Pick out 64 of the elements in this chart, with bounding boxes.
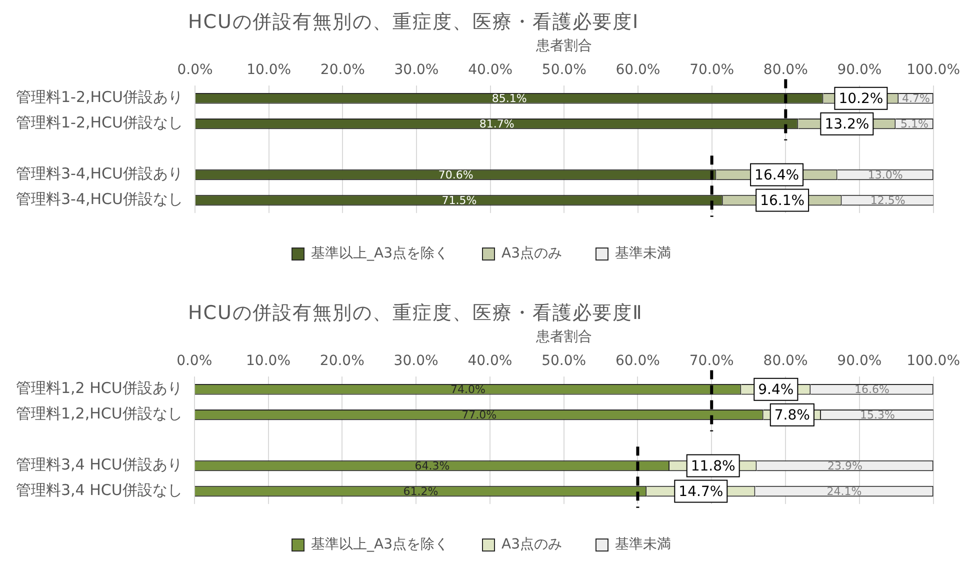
data-label: 70.6% xyxy=(438,168,474,182)
data-label: 9.4% xyxy=(758,382,794,398)
data-label: 61.2% xyxy=(403,485,438,498)
y-tick-label: 管理料1-2,HCU併設なし xyxy=(16,114,183,132)
legend-label: 基準未満 xyxy=(614,246,671,262)
y-tick-label: 管理料3,4 HCU併設あり xyxy=(16,456,182,474)
data-label: 5.1% xyxy=(900,118,928,131)
y-tick-label: 管理料3,4 HCU併設なし xyxy=(16,481,182,500)
x-tick-label: 30.0% xyxy=(394,352,438,369)
data-label: 11.8% xyxy=(690,458,736,474)
x-tick-label: 0.0% xyxy=(177,62,213,78)
data-label: 14.7% xyxy=(678,484,724,500)
x-tick-label: 10.0% xyxy=(246,352,290,369)
x-tick-label: 60.0% xyxy=(616,62,660,78)
x-tick-label: 70.0% xyxy=(690,62,734,78)
data-label: 74.0% xyxy=(450,383,486,396)
data-label: 12.5% xyxy=(870,194,906,208)
y-tick-label: 管理料3-4,HCU併設なし xyxy=(16,190,183,208)
data-label: 10.2% xyxy=(838,90,884,107)
data-label: 16.6% xyxy=(854,383,890,396)
data-label: 23.9% xyxy=(828,460,862,473)
x-tick-label: 0.0% xyxy=(176,352,212,369)
x-tick-label: 40.0% xyxy=(468,62,513,78)
legend-label: 基準以上_A3点を除く xyxy=(311,246,448,262)
legend-label: 基準未満 xyxy=(614,536,671,553)
x-tick-label: 40.0% xyxy=(468,352,512,369)
data-label: 4.7% xyxy=(902,92,930,106)
y-tick-label: 管理料1,2 HCU併設あり xyxy=(16,379,182,398)
data-label: 15.3% xyxy=(860,408,895,422)
data-label: 85.1% xyxy=(492,92,527,106)
x-tick-label: 100.0% xyxy=(906,352,960,369)
data-label: 64.3% xyxy=(414,460,450,473)
x-tick-label: 50.0% xyxy=(542,352,586,369)
x-tick-label: 10.0% xyxy=(246,62,292,78)
chart-title: HCUの併設有無別の、重症度、医療・看護必要度Ⅰ xyxy=(188,10,640,34)
x-tick-label: 20.0% xyxy=(320,62,365,78)
legend-label: A3点のみ xyxy=(502,536,562,553)
data-label: 13.0% xyxy=(868,168,903,182)
y-tick-label: 管理料3-4,HCU併設あり xyxy=(16,164,183,183)
data-label: 71.5% xyxy=(442,194,477,208)
x-tick-label: 50.0% xyxy=(542,62,586,78)
x-tick-label: 70.0% xyxy=(689,352,734,369)
data-label: 81.7% xyxy=(479,118,514,131)
data-label: 77.0% xyxy=(462,408,497,422)
x-tick-label: 100.0% xyxy=(906,62,960,78)
x-tick-label: 80.0% xyxy=(763,352,808,369)
chart-title: HCUの併設有無別の、重症度、医療・看護必要度Ⅱ xyxy=(188,301,643,325)
x-tick-label: 90.0% xyxy=(837,62,882,78)
x-tick-label: 90.0% xyxy=(837,352,882,369)
legend-label: 基準以上_A3点を除く xyxy=(311,536,448,553)
data-label: 16.4% xyxy=(754,167,800,184)
x-tick-label: 20.0% xyxy=(320,352,364,369)
x-axis-title: 患者割合 xyxy=(535,38,592,54)
y-tick-label: 管理料1,2,HCU併設なし xyxy=(16,404,182,423)
legend-label: A3点のみ xyxy=(502,246,562,262)
data-label: 7.8% xyxy=(774,407,810,424)
x-tick-label: 60.0% xyxy=(615,352,660,369)
data-label: 24.1% xyxy=(826,485,862,498)
x-tick-label: 30.0% xyxy=(394,62,439,78)
data-label: 16.1% xyxy=(760,192,805,209)
x-tick-label: 80.0% xyxy=(763,62,808,78)
data-label: 13.2% xyxy=(824,116,870,132)
y-tick-label: 管理料1-2,HCU併設あり xyxy=(16,88,183,106)
x-axis-title: 患者割合 xyxy=(534,329,592,346)
